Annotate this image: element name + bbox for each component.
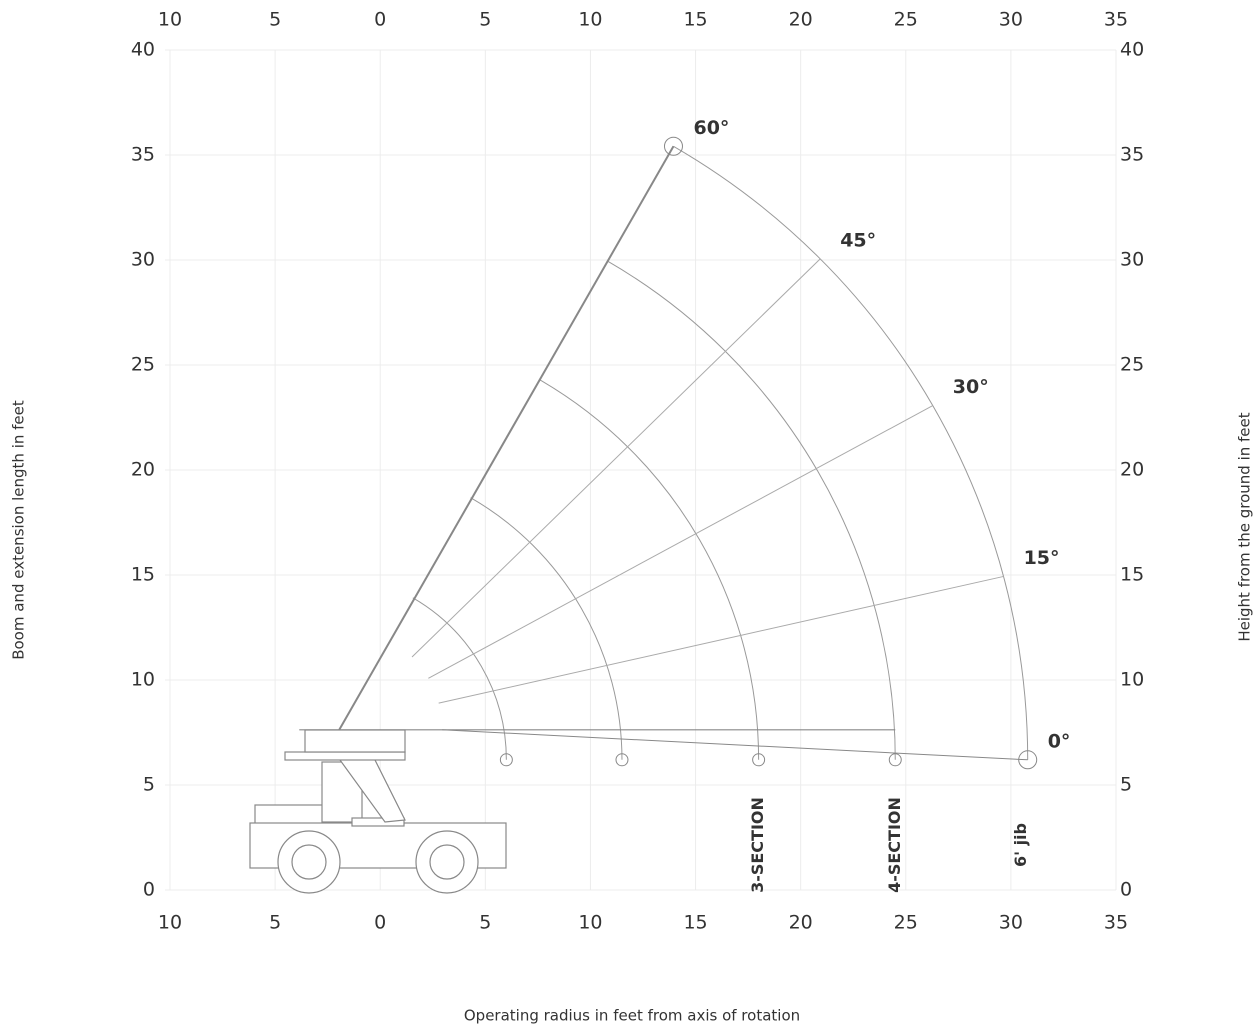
y-tick-label: 25 <box>131 354 155 376</box>
x-tick-label: 0 <box>374 912 386 934</box>
x-tick-label: 0 <box>374 9 386 31</box>
y-tick-label: 40 <box>1120 39 1144 61</box>
angle-ray <box>411 258 821 658</box>
x-tick-label: 30 <box>999 9 1023 31</box>
x-tick-label: 10 <box>578 912 602 934</box>
y2-axis-label: Height from the ground in feet <box>1236 412 1254 641</box>
y-tick-label: 20 <box>131 459 155 481</box>
y-tick-label: 10 <box>1120 669 1144 691</box>
boom-tip <box>888 753 902 767</box>
boom-tip <box>752 753 766 767</box>
y-tick-label: 0 <box>143 879 155 901</box>
y-tick-label: 15 <box>131 564 155 586</box>
x-tick-label: 5 <box>479 9 491 31</box>
y-tick-label: 40 <box>131 39 155 61</box>
x-tick-label: 5 <box>269 9 281 31</box>
y-tick-label: 10 <box>131 669 155 691</box>
x-tick-label: 15 <box>683 9 707 31</box>
y-tick-label: 35 <box>1120 144 1144 166</box>
boom-tip <box>663 136 683 156</box>
y-tick-label: 5 <box>1120 774 1132 796</box>
angle-label: 0° <box>1048 730 1071 752</box>
range-arc <box>412 597 507 760</box>
x-tick-label: 10 <box>578 9 602 31</box>
y-axis-label: Boom and extension length in feet <box>10 400 28 660</box>
x-tick-label: 10 <box>158 912 182 934</box>
boom-tip <box>499 753 513 767</box>
angle-ray <box>428 405 934 679</box>
y-tick-label: 15 <box>1120 564 1144 586</box>
x-tick-label: 5 <box>269 912 281 934</box>
angle-label: 45° <box>840 229 876 251</box>
y-tick-label: 35 <box>131 144 155 166</box>
angle-ray <box>438 575 1004 704</box>
angle-ray <box>338 145 675 731</box>
x-tick-label: 5 <box>479 912 491 934</box>
truck <box>249 729 507 894</box>
x-tick-label: 20 <box>789 9 813 31</box>
section-label: 6' jib <box>1011 823 1030 867</box>
section-label: 3-SECTION <box>748 797 767 893</box>
range-arc <box>470 497 623 760</box>
y-tick-label: 30 <box>1120 249 1144 271</box>
y-tick-label: 20 <box>1120 459 1144 481</box>
angle-ray <box>442 729 1028 761</box>
x-tick-label: 10 <box>158 9 182 31</box>
section-label: 4-SECTION <box>885 797 904 893</box>
x-tick-label: 25 <box>894 9 918 31</box>
x-tick-label: 20 <box>789 912 813 934</box>
x-tick-label: 30 <box>999 912 1023 934</box>
x-tick-label: 15 <box>683 912 707 934</box>
x-tick-label: 25 <box>894 912 918 934</box>
x-tick-label: 35 <box>1104 912 1128 934</box>
range-arc <box>538 378 760 760</box>
x-tick-label: 35 <box>1104 9 1128 31</box>
y-tick-label: 0 <box>1120 879 1132 901</box>
x-axis-label: Operating radius in feet from axis of ro… <box>464 1007 800 1025</box>
range-arc <box>607 260 896 760</box>
angle-label: 30° <box>953 376 989 398</box>
y-tick-label: 25 <box>1120 354 1144 376</box>
y-tick-label: 30 <box>131 249 155 271</box>
boom-tip <box>615 753 629 767</box>
range-arc <box>673 145 1029 760</box>
angle-label: 60° <box>693 117 729 139</box>
y-tick-label: 5 <box>143 774 155 796</box>
angle-label: 15° <box>1024 547 1060 569</box>
